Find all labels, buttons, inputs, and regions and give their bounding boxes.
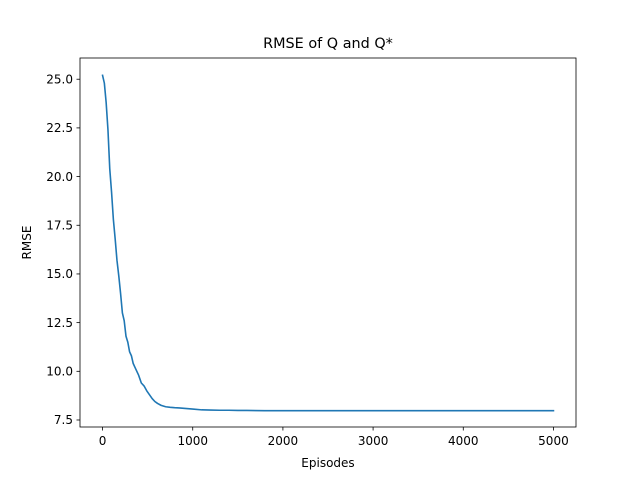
- y-axis-ticks: 7.5 10.0 12.5 15.0 17.5 20.0 22.5 25.0: [46, 72, 80, 427]
- x-tick-label: 0: [99, 434, 107, 448]
- y-tick-label: 15.0: [46, 267, 73, 281]
- x-tick-label: 1000: [177, 434, 208, 448]
- x-tick-label: 5000: [538, 434, 569, 448]
- x-axis-label: Episodes: [301, 456, 354, 470]
- y-tick-label: 22.5: [46, 121, 73, 135]
- y-tick-label: 7.5: [54, 413, 73, 427]
- y-tick-label: 10.0: [46, 365, 73, 379]
- x-tick-label: 2000: [268, 434, 299, 448]
- x-axis-ticks: 0 1000 2000 3000 4000 5000: [99, 427, 569, 448]
- y-tick-label: 20.0: [46, 170, 73, 184]
- y-axis-label: RMSE: [20, 226, 34, 260]
- y-tick-label: 12.5: [46, 316, 73, 330]
- chart-title: RMSE of Q and Q*: [263, 36, 393, 52]
- plot-lines: [101, 74, 555, 412]
- x-tick-label: 4000: [448, 434, 479, 448]
- axes-frame: [79, 57, 577, 428]
- y-tick-label: 17.5: [46, 218, 73, 232]
- x-tick-label: 3000: [358, 434, 389, 448]
- rmse-series-line: [101, 74, 555, 412]
- y-tick-label: 25.0: [46, 72, 73, 86]
